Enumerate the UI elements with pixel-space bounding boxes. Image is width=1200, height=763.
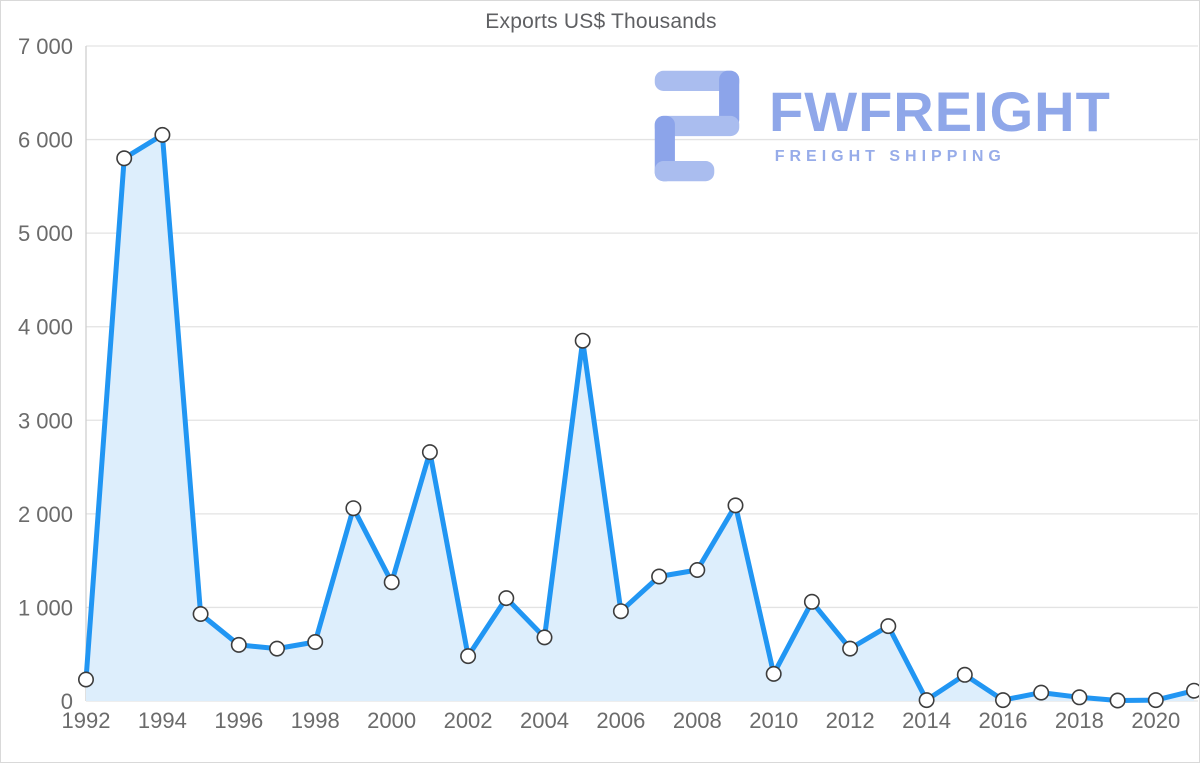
svg-text:2002: 2002	[444, 708, 493, 733]
svg-text:2012: 2012	[826, 708, 875, 733]
svg-text:2006: 2006	[596, 708, 645, 733]
svg-text:2018: 2018	[1055, 708, 1104, 733]
svg-text:2008: 2008	[673, 708, 722, 733]
svg-text:1 000: 1 000	[18, 595, 73, 620]
svg-text:7 000: 7 000	[18, 34, 73, 59]
svg-text:2020: 2020	[1131, 708, 1180, 733]
svg-text:6 000: 6 000	[18, 128, 73, 153]
svg-text:4 000: 4 000	[18, 315, 73, 340]
svg-text:3 000: 3 000	[18, 408, 73, 433]
svg-text:5 000: 5 000	[18, 221, 73, 246]
svg-text:0: 0	[61, 689, 73, 714]
svg-text:2 000: 2 000	[18, 502, 73, 527]
svg-text:1994: 1994	[138, 708, 187, 733]
svg-text:2000: 2000	[367, 708, 416, 733]
svg-text:2004: 2004	[520, 708, 569, 733]
svg-text:2016: 2016	[978, 708, 1027, 733]
svg-text:1998: 1998	[291, 708, 340, 733]
svg-text:2010: 2010	[749, 708, 798, 733]
chart-title: Exports US$ Thousands	[485, 10, 717, 33]
svg-text:1992: 1992	[62, 708, 111, 733]
svg-text:1996: 1996	[214, 708, 263, 733]
svg-text:2014: 2014	[902, 708, 951, 733]
